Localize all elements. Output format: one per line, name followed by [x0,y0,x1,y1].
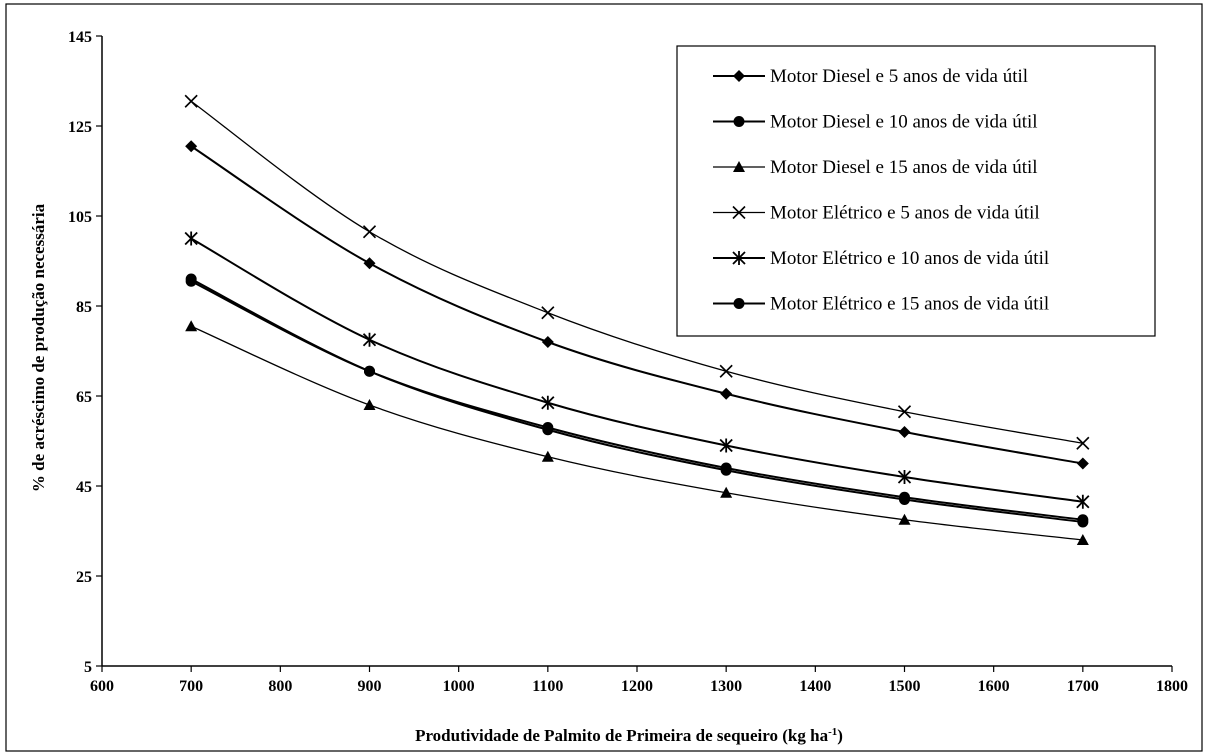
y-tick-label: 45 [76,479,92,496]
series-5 [184,231,1090,509]
data-point [541,395,555,410]
legend-marker [733,161,745,172]
legend-entry-2: Motor Diesel e 10 anos de vida útil [713,112,1038,133]
legend-label: Motor Elétrico e 10 anos de vida útil [770,248,1049,269]
series-line [190,145,1084,465]
y-tick-label: 145 [68,29,92,46]
data-point [362,332,377,347]
figure-border [5,3,1203,752]
data-point [897,405,912,419]
x-tick-label: 1700 [1067,678,1099,695]
x-axis-title-suffix: ) [837,726,843,745]
legend-entry-3: Motor Diesel e 15 anos de vida útil [713,157,1038,178]
y-tick-label: 5 [84,659,92,676]
data-point [719,438,733,453]
x-tick-label: 1500 [889,678,921,695]
data-point [185,320,198,332]
data-point [1077,516,1089,528]
legend-marker [732,251,746,265]
series-6 [185,273,1089,528]
data-point [364,365,375,377]
legend-marker [732,205,746,220]
data-point [1076,436,1090,450]
x-axis-title-main: Produtividade de Palmito de Primeira de … [415,726,829,745]
data-point [898,426,911,438]
x-tick-label: 800 [268,678,292,695]
legend-entry-4: Motor Elétrico e 5 anos de vida útil [713,203,1040,224]
series-line [190,100,1083,444]
data-point [363,399,376,410]
y-tick-label: 25 [76,569,92,586]
legend-label: Motor Elétrico e 5 anos de vida útil [770,203,1040,224]
data-point [897,470,912,484]
data-point [541,306,555,320]
data-point [185,140,198,153]
x-axis-ticks: 600 700 800 900 1000 1100 1200 1300 1400 1500 1600… [90,666,1188,695]
data-point [1076,494,1090,509]
x-tick-label: 1100 [532,678,563,695]
legend-marker [733,70,745,82]
data-point [184,94,198,108]
x-tick-label: 600 [90,678,114,695]
series-group [184,94,1090,545]
y-tick-label: 85 [76,299,92,316]
data-point [1076,534,1089,545]
y-axis-ticks: 5 25 45 65 85 105 125 145 [68,29,102,676]
series-line [190,278,1083,523]
legend-label: Motor Elétrico e 15 anos de vida útil [770,294,1049,315]
data-point [1076,457,1089,470]
legend-box [676,45,1156,337]
y-tick-label: 65 [76,389,92,406]
data-point [185,273,197,285]
y-tick-label: 125 [68,119,92,136]
legend-marker [733,116,745,127]
legend-entry-1: Motor Diesel e 5 anos de vida útil [713,66,1028,87]
data-point [719,364,733,378]
data-point [899,494,910,505]
legend-marker [733,298,745,309]
data-point [363,257,376,270]
x-axis-title: Produtividade de Palmito de Primeira de … [415,726,843,745]
legend-label: Motor Diesel e 5 anos de vida útil [770,66,1028,87]
data-point [720,387,733,400]
x-tick-label: 1600 [978,678,1010,695]
series-line [190,325,1083,541]
legend-label: Motor Diesel e 10 anos de vida útil [770,112,1038,133]
x-tick-label: 1300 [710,678,742,695]
data-point [542,424,554,436]
data-point [720,464,732,476]
data-point [184,231,198,246]
x-axis-title-superscript: -1 [828,726,837,738]
series-3 [185,320,1089,545]
x-tick-label: 900 [358,678,382,695]
x-tick-label: 1800 [1156,678,1188,695]
data-point [720,486,733,498]
series-1 [185,140,1089,470]
data-point [898,513,911,525]
x-tick-label: 1000 [443,678,475,695]
y-tick-label: 105 [68,209,92,226]
x-tick-label: 1200 [621,678,653,695]
x-tick-label: 1400 [799,678,831,695]
data-point [541,336,554,348]
data-point [541,450,554,462]
legend: Motor Diesel e 5 anos de vida útil Motor … [676,45,1156,337]
legend-label: Motor Diesel e 15 anos de vida útil [770,157,1038,178]
series-line [190,237,1083,503]
data-point [362,225,377,239]
legend-entry-6: Motor Elétrico e 15 anos de vida útil [713,294,1049,315]
legend-entry-5: Motor Elétrico e 10 anos de vida útil [713,248,1049,269]
x-tick-label: 700 [179,678,203,695]
y-axis-title: % de acréscimo de produção necessária [29,203,48,492]
series-4 [184,94,1090,450]
